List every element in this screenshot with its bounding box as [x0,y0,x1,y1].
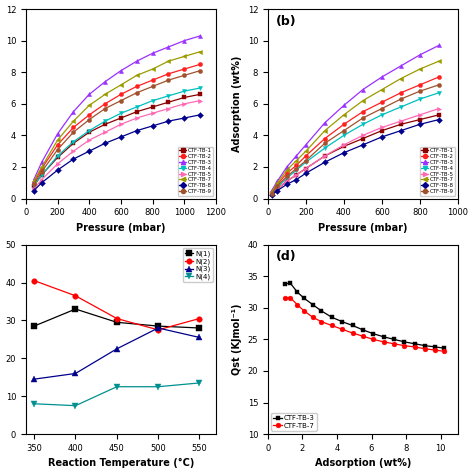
N(3) [114,346,119,352]
CTF-TB-3 [412,341,418,346]
N(2) [155,327,161,333]
X-axis label: Pressure (mbar): Pressure (mbar) [76,223,166,233]
CTF-TB-7 [401,343,407,348]
CTF-TB-3 [283,281,288,287]
CTF-TB-3 [339,319,345,325]
N(4) [73,403,78,409]
Text: (b): (b) [275,15,296,28]
N(4) [114,384,119,390]
N(4) [197,380,202,386]
N(2) [73,293,78,299]
CTF-TB-7 [287,295,293,301]
CTF-TB-7 [441,348,447,354]
Line: CTF-TB-3: CTF-TB-3 [283,281,447,351]
Line: CTF-TB-7: CTF-TB-7 [283,295,447,354]
CTF-TB-3 [433,344,438,350]
N(3) [31,376,37,382]
N(2) [114,316,119,321]
CTF-TB-7 [319,319,324,325]
CTF-TB-3 [401,339,407,345]
CTF-TB-7 [360,333,366,339]
CTF-TB-3 [422,343,428,348]
N(4) [155,384,161,390]
CTF-TB-7 [370,337,376,342]
CTF-TB-7 [412,344,418,350]
CTF-TB-3 [391,337,397,342]
Legend: CTF-TB-1, CTF-TB-2, CTF-TB-3, CTF-TB-4, CTF-TB-5, CTF-TB-7, CTF-TB-8, CTF-TB-9: CTF-TB-1, CTF-TB-2, CTF-TB-3, CTF-TB-4, … [178,146,213,196]
CTF-TB-7 [310,314,316,320]
CTF-TB-3 [301,295,307,301]
CTF-TB-7 [433,347,438,353]
CTF-TB-7 [381,339,386,345]
CTF-TB-7 [422,346,428,352]
CTF-TB-3 [441,346,447,351]
CTF-TB-7 [283,295,288,301]
CTF-TB-3 [294,289,300,295]
Legend: CTF-TB-1, CTF-TB-2, CTF-TB-3, CTF-TB-4, CTF-TB-5, CTF-TB-7, CTF-TB-8, CTF-TB-9: CTF-TB-1, CTF-TB-2, CTF-TB-3, CTF-TB-4, … [419,146,455,196]
N(3) [197,335,202,340]
Line: N(4): N(4) [31,380,202,409]
Line: N(2): N(2) [31,278,202,333]
CTF-TB-7 [391,341,397,346]
N(3) [73,371,78,376]
CTF-TB-3 [319,308,324,314]
CTF-TB-3 [360,327,366,333]
CTF-TB-7 [294,302,300,308]
CTF-TB-7 [350,330,356,336]
N(1) [73,306,78,312]
N(1) [31,323,37,329]
Y-axis label: Adsorption (wt%): Adsorption (wt%) [232,55,242,152]
X-axis label: Pressure (mbar): Pressure (mbar) [318,223,408,233]
Legend: CTF-TB-3, CTF-TB-7: CTF-TB-3, CTF-TB-7 [271,413,317,430]
N(1) [155,323,161,329]
CTF-TB-7 [301,308,307,314]
CTF-TB-3 [370,331,376,337]
Line: N(3): N(3) [31,325,202,382]
N(2) [197,316,202,321]
X-axis label: Adsorption (wt%): Adsorption (wt%) [315,458,411,468]
N(1) [114,319,119,325]
CTF-TB-3 [350,323,356,328]
X-axis label: Reaction Temperature (°C): Reaction Temperature (°C) [48,458,194,468]
CTF-TB-7 [339,327,345,332]
CTF-TB-3 [287,280,293,286]
CTF-TB-7 [329,323,335,328]
Line: N(1): N(1) [31,306,202,331]
N(3) [155,325,161,331]
CTF-TB-3 [329,314,335,320]
N(4) [31,401,37,407]
Y-axis label: Qst (KJmol⁻¹): Qst (KJmol⁻¹) [232,304,242,375]
CTF-TB-3 [381,334,386,340]
Text: (d): (d) [275,250,296,264]
N(1) [197,325,202,331]
N(2) [31,278,37,283]
CTF-TB-3 [310,302,316,308]
Legend: N(1), N(2), N(3), N(4): N(1), N(2), N(3), N(4) [182,248,212,283]
